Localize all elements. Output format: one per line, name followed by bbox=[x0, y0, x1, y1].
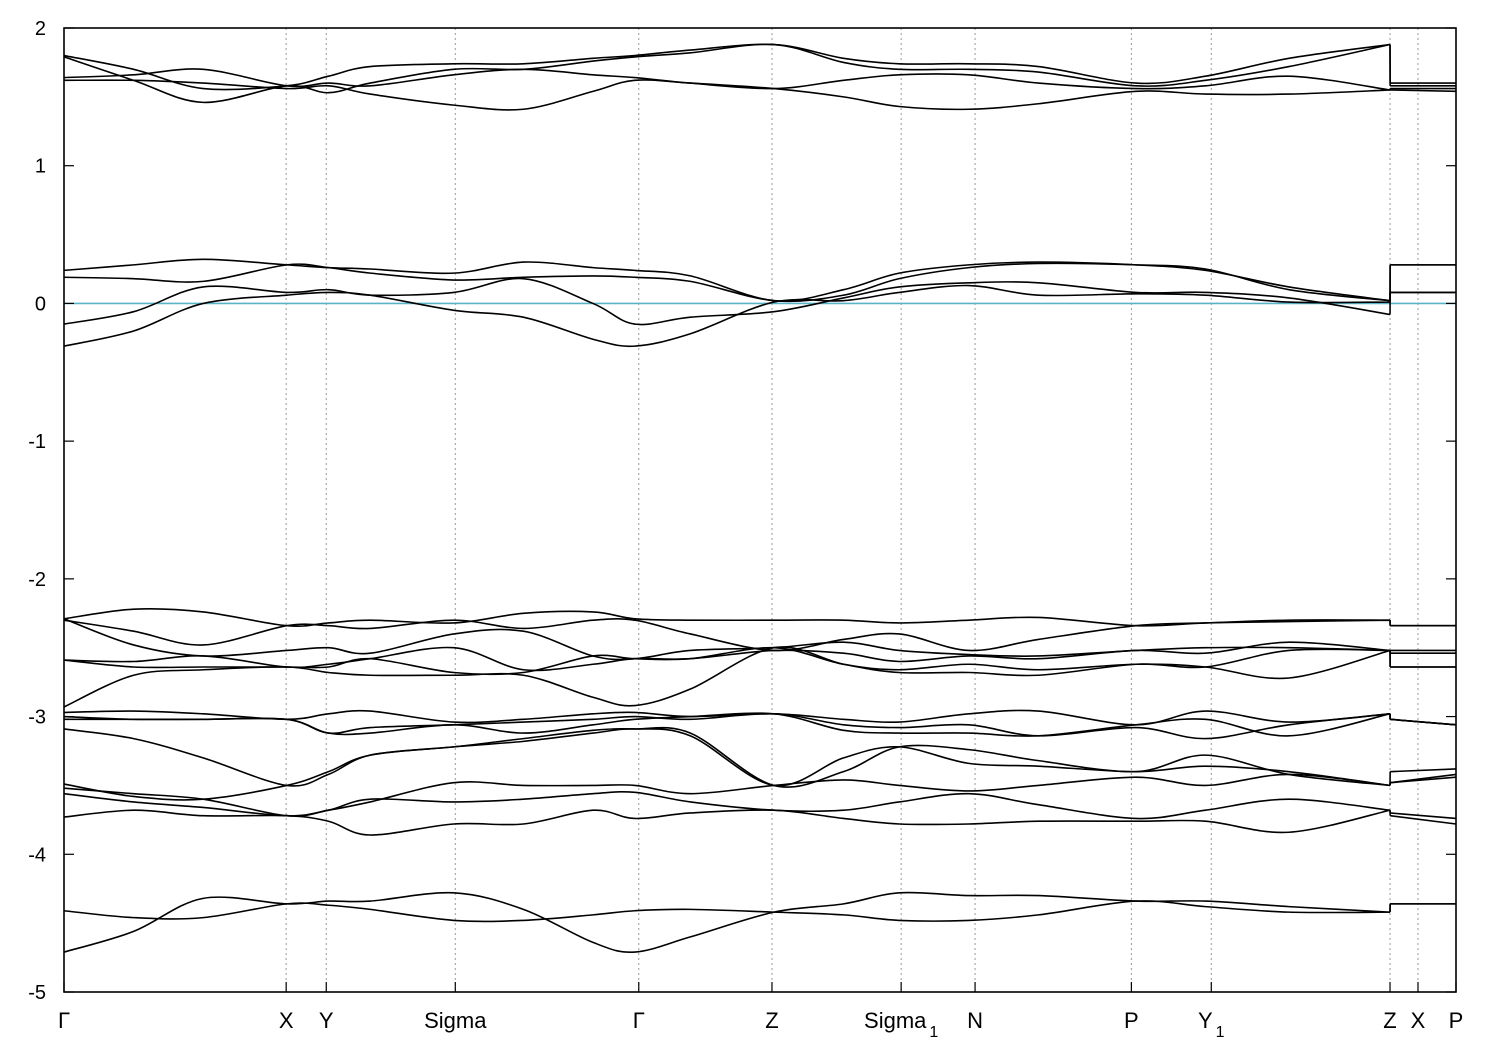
kpoint-gridlines bbox=[285, 28, 1419, 992]
plot-frame-group bbox=[63, 27, 1457, 993]
band-line-16 bbox=[63, 712, 1457, 740]
y-tick-label-5: -3 bbox=[28, 707, 46, 729]
x-tick-label-11: X bbox=[1411, 1008, 1426, 1033]
y-tick-label-3: -1 bbox=[28, 431, 46, 453]
band-line-17 bbox=[64, 712, 1457, 737]
y-tick-label-1: 1 bbox=[35, 156, 46, 178]
band-line-14 bbox=[63, 646, 1456, 708]
y-axis-group: 2 1 0 -1 -2 -3 -4 -5 bbox=[28, 18, 1456, 1004]
band-line-9 bbox=[63, 607, 1456, 627]
y-tick-label-6: -4 bbox=[28, 844, 46, 866]
band-line-21 bbox=[63, 790, 1457, 820]
x-tick-label-sub-9: 1 bbox=[1216, 1024, 1225, 1041]
band-line-24 bbox=[63, 891, 1456, 954]
band-line-8 bbox=[63, 284, 1456, 348]
x-tick-label-5: Z bbox=[765, 1008, 778, 1033]
x-tick-label-3: Sigma bbox=[424, 1008, 487, 1033]
x-tick-label-12: P bbox=[1449, 1008, 1464, 1033]
x-tick-label-sub-6: 1 bbox=[929, 1024, 938, 1041]
x-tick-label-6: Sigma 1 bbox=[864, 1008, 938, 1041]
band-line-7 bbox=[63, 277, 1456, 326]
band-line-11 bbox=[63, 618, 1456, 661]
band-line-18 bbox=[63, 726, 1457, 788]
x-tick-label-4: Γ bbox=[633, 1008, 645, 1033]
x-tick-label-0: Γ bbox=[58, 1008, 70, 1033]
y-tick-label-4: -2 bbox=[28, 569, 46, 591]
y-tick-label-0: 2 bbox=[35, 18, 46, 40]
x-tick-label-10: Z bbox=[1383, 1008, 1396, 1033]
x-tick-label-7: N bbox=[967, 1008, 983, 1033]
plot-frame bbox=[63, 27, 1457, 993]
x-tick-label-1: X bbox=[279, 1008, 294, 1033]
x-tick-label-2: Y bbox=[319, 1008, 334, 1033]
bands-group bbox=[63, 43, 1457, 954]
y-tick-label-7: -5 bbox=[28, 982, 46, 1004]
band-line-22 bbox=[63, 809, 1457, 836]
band-line-10 bbox=[63, 617, 1456, 652]
band-line-2 bbox=[63, 43, 1456, 104]
x-axis-group: Γ X Y Sigma Γ Z Sigma 1 N P Y 1 Z X P bbox=[58, 982, 1463, 1041]
x-tick-label-8: P bbox=[1124, 1008, 1139, 1033]
band-line-4 bbox=[63, 79, 1457, 111]
y-tick-label-2: 0 bbox=[35, 293, 46, 315]
